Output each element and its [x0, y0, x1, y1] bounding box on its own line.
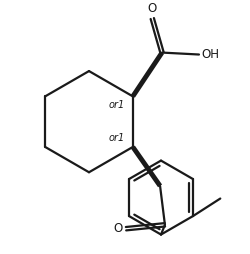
- Text: or1: or1: [109, 100, 125, 110]
- Text: OH: OH: [201, 48, 219, 61]
- Text: O: O: [114, 222, 123, 235]
- Text: O: O: [148, 2, 157, 15]
- Text: or1: or1: [109, 133, 125, 143]
